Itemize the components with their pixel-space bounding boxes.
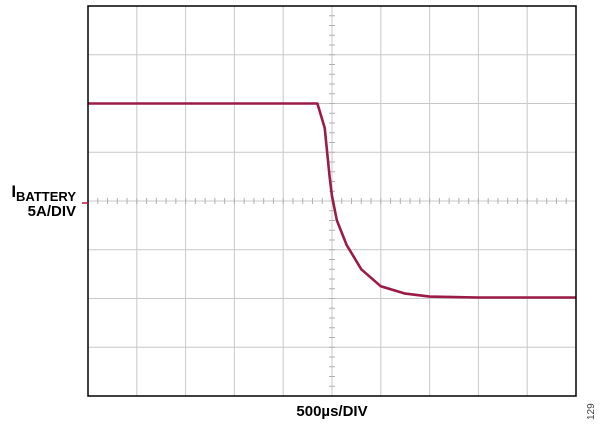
x-axis-label: 500µs/DIV [296, 403, 368, 420]
plot-frame [87, 5, 577, 397]
figure-id: 129 [586, 403, 597, 420]
y-axis-label-main: I [11, 182, 17, 201]
y-axis-scale-label: 5A/DIV [27, 203, 76, 220]
y-axis-label-subscript: BATTERY [16, 189, 76, 204]
battery-current-trace [88, 102, 576, 299]
y-axis-label: IBATTERY [11, 183, 76, 203]
